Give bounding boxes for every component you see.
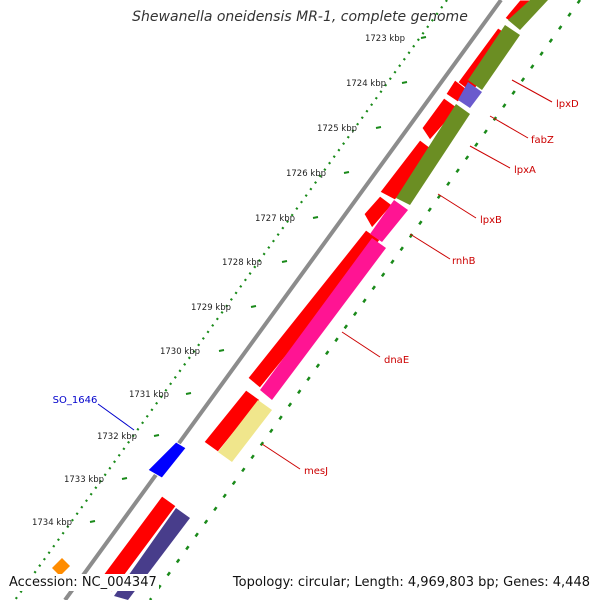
tick-label: 1723 kbp (365, 34, 405, 44)
tick-mark (401, 81, 408, 84)
tick-mark (281, 260, 288, 263)
tick-label: 1734 kbp (32, 518, 72, 528)
topology-text: Topology: circular; Length: 4,969,803 bp… (230, 574, 592, 591)
tick-mark (420, 36, 427, 39)
tick-label: 1728 kbp (222, 258, 262, 268)
gene-label[interactable]: fabZ (531, 135, 554, 146)
tick-label: 1733 kbp (64, 475, 104, 485)
tick-mark (218, 349, 225, 352)
cds-lane-outer (97, 0, 541, 593)
tick-label: 1730 kbp (160, 347, 200, 357)
gene-leader-line (489, 115, 529, 139)
tick-mark (250, 305, 257, 308)
tick-mark (185, 392, 192, 395)
gene-leader-line (341, 331, 381, 358)
gene-label[interactable]: dnaE (384, 355, 409, 366)
gene-labels: lpxD fabZ lpxA lpxB rnhB dnaE mesJ SO_1646 (53, 79, 579, 477)
gene-leader-line (511, 79, 553, 103)
gene-label[interactable]: lpxA (514, 165, 536, 176)
accession-text: Accession: NC_004347 (7, 574, 159, 591)
func-segment-magenta[interactable] (370, 200, 408, 242)
func-segment-magenta[interactable] (260, 238, 386, 400)
cds-arrow[interactable] (421, 97, 459, 141)
gene-leader-line (261, 443, 301, 470)
tick-mark (121, 477, 128, 480)
cds-arrow[interactable] (363, 195, 393, 229)
tick-label: 1725 kbp (317, 124, 357, 134)
cds-orange[interactable] (52, 558, 70, 576)
gene-leader-line (437, 193, 477, 219)
gene-leader-line (97, 403, 135, 431)
cds-arrow[interactable] (247, 229, 381, 389)
tick-mark (312, 216, 319, 219)
tick-labels: 1723 kbp 1724 kbp 1725 kbp 1726 kbp 1727 kbp… (32, 34, 427, 528)
tick-mark (343, 171, 350, 174)
tick-mark (89, 520, 96, 523)
gene-leader-line (409, 233, 451, 260)
gene-label[interactable]: rnhB (452, 256, 476, 267)
tick-label: 1727 kbp (255, 214, 295, 224)
tick-ring (14, 0, 448, 600)
inner-tick-ring (148, 0, 582, 600)
func-segment-green[interactable] (396, 104, 470, 205)
backbone (63, 0, 503, 600)
tick-label: 1731 kbp (129, 390, 169, 400)
func-segment-green[interactable] (468, 25, 520, 90)
tick-label: 1724 kbp (346, 79, 386, 89)
tick-label: 1732 kbp (97, 432, 137, 442)
tick-mark (375, 126, 382, 129)
cds-so1646[interactable] (147, 441, 187, 479)
func-segment-green[interactable] (508, 0, 548, 30)
gene-label[interactable]: mesJ (304, 466, 328, 477)
gene-label[interactable]: SO_1646 (53, 395, 98, 406)
cds-arrow[interactable] (97, 495, 177, 593)
map-title: Shewanella oneidensis MR-1, complete gen… (132, 9, 468, 25)
tick-label: 1729 kbp (191, 303, 231, 313)
functional-lane (114, 0, 548, 600)
gene-label[interactable]: lpxB (480, 215, 502, 226)
gene-leader-line (469, 145, 511, 169)
gene-label[interactable]: lpxD (556, 99, 579, 110)
func-segment-purple[interactable] (458, 82, 482, 108)
tick-mark (153, 434, 160, 437)
func-segment-yellow[interactable] (218, 400, 272, 462)
tick-label: 1726 kbp (286, 169, 326, 179)
